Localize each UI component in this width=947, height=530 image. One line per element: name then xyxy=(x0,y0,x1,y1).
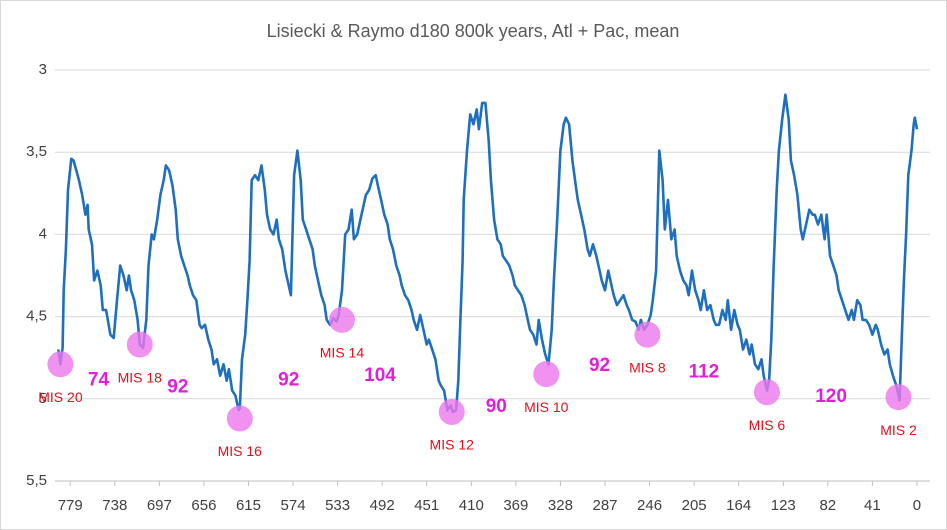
cycle-length-label: 120 xyxy=(815,386,847,407)
x-tick-label: 123 xyxy=(771,497,796,514)
x-tick-label: 246 xyxy=(637,497,662,514)
y-tick-label: 5,5 xyxy=(26,472,47,489)
y-tick-label: 3 xyxy=(39,61,47,78)
mis-label: MIS 18 xyxy=(118,369,163,385)
mis-marker xyxy=(753,379,780,406)
cycle-length-label: 90 xyxy=(486,396,507,417)
x-tick-label: 82 xyxy=(819,497,836,514)
x-tick-label: 41 xyxy=(864,497,881,514)
mis-label: MIS 20 xyxy=(38,389,83,405)
x-tick-label: 164 xyxy=(726,497,751,514)
mis-label: MIS 2 xyxy=(880,422,917,438)
mis-marker xyxy=(328,306,355,333)
cycle-length-label: 92 xyxy=(589,355,610,376)
x-tick-label: 697 xyxy=(147,497,172,514)
cycle-length-label: 112 xyxy=(689,362,720,383)
x-tick-label: 205 xyxy=(682,497,707,514)
cycle-length-label: 104 xyxy=(364,365,396,386)
mis-label: MIS 12 xyxy=(430,437,475,453)
x-tick-label: 492 xyxy=(370,497,395,514)
x-tick-label: 0 xyxy=(913,497,921,514)
x-tick-label: 451 xyxy=(414,497,439,514)
mis-label: MIS 10 xyxy=(524,399,569,415)
mis-marker xyxy=(226,405,253,432)
cycle-length-label: 74 xyxy=(88,370,110,391)
mis-marker xyxy=(885,384,912,411)
mis-marker xyxy=(634,321,661,348)
x-tick-label: 779 xyxy=(58,497,83,514)
x-tick-label: 656 xyxy=(191,497,216,514)
y-tick-label: 3,5 xyxy=(26,143,47,160)
mis-marker xyxy=(126,331,153,358)
y-tick-label: 5 xyxy=(39,390,47,407)
x-tick-label: 533 xyxy=(325,497,350,514)
mis-marker xyxy=(47,351,74,378)
x-tick-label: 328 xyxy=(548,497,573,514)
y-tick-label: 4 xyxy=(39,225,47,242)
cycle-length-label: 92 xyxy=(278,370,299,391)
mis-label: MIS 6 xyxy=(749,417,786,433)
mis-label: MIS 16 xyxy=(218,443,263,459)
y-tick-label: 4,5 xyxy=(26,308,47,325)
x-tick-label: 287 xyxy=(592,497,617,514)
mis-label: MIS 14 xyxy=(320,345,365,361)
mis-marker xyxy=(438,398,465,425)
data-line xyxy=(57,93,919,414)
x-tick-label: 738 xyxy=(102,497,127,514)
x-tick-label: 574 xyxy=(281,497,306,514)
chart-title: Lisiecki & Raymo d180 800k years, Atl + … xyxy=(267,21,680,41)
mis-label: MIS 8 xyxy=(629,359,666,375)
cycle-length-label: 92 xyxy=(167,376,188,397)
x-tick-label: 410 xyxy=(459,497,484,514)
mis-marker xyxy=(533,361,560,388)
x-tick-label: 615 xyxy=(236,497,261,514)
x-tick-label: 369 xyxy=(503,497,528,514)
